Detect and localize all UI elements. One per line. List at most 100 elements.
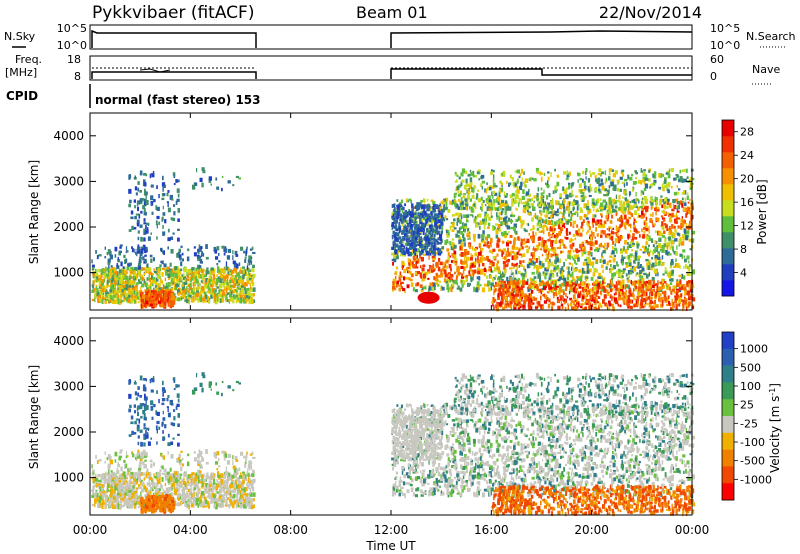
power-cell [569, 239, 572, 243]
power-cell [179, 271, 182, 275]
power-cell [606, 218, 609, 222]
power-cell [576, 206, 579, 211]
power-cell [630, 268, 632, 272]
power-cell [633, 220, 638, 223]
power-cell [598, 224, 602, 228]
power-cell [170, 279, 173, 283]
power-cell [416, 254, 418, 259]
power-cell [436, 225, 439, 228]
power-cell [426, 208, 430, 212]
power-cell [461, 273, 464, 277]
power-cell [242, 270, 245, 274]
power-cell [606, 205, 608, 208]
power-cell [492, 182, 496, 187]
power-cell [626, 277, 629, 281]
power-cell [554, 265, 558, 271]
power-cell [512, 266, 515, 269]
power-cell [410, 263, 414, 266]
power-cell [613, 247, 618, 251]
power-cell [581, 251, 584, 257]
power-cell [643, 247, 646, 252]
power-cell [550, 205, 553, 211]
power-cell [423, 286, 427, 290]
power-cell [511, 211, 513, 216]
power-cell [511, 201, 514, 207]
power-cell [626, 199, 630, 205]
power-cell [476, 259, 480, 264]
power-cell [518, 200, 520, 205]
power-cell [95, 278, 98, 282]
power-cell [163, 263, 167, 268]
power-cell [183, 281, 187, 285]
power-cell [673, 191, 677, 196]
power-cell [571, 182, 575, 185]
power-cell [624, 249, 628, 254]
power-cell [649, 220, 652, 223]
power-cell [618, 293, 621, 298]
power-cell [472, 261, 475, 264]
power-cell [645, 247, 649, 252]
power-cell [533, 236, 535, 240]
power-cell [143, 237, 146, 242]
power-cell [495, 229, 499, 234]
power-cell [235, 279, 239, 284]
power-cell [249, 272, 251, 277]
power-cell [419, 241, 422, 246]
power-cell [510, 276, 512, 282]
power-cell [608, 176, 611, 181]
power-cell [550, 240, 554, 243]
power-cell [169, 196, 172, 200]
power-cell [153, 287, 155, 291]
power-cell [645, 205, 649, 209]
power-cell [540, 266, 544, 269]
power-cell [657, 245, 660, 248]
power-cell [517, 236, 519, 241]
power-cell [157, 291, 161, 296]
power-cell [681, 219, 684, 225]
power-cell [220, 282, 224, 285]
power-cell [542, 199, 545, 204]
power-cell [541, 288, 544, 293]
power-cell [446, 233, 448, 238]
power-cell [478, 251, 480, 256]
power-cell [455, 188, 458, 192]
power-cell [621, 169, 625, 173]
power-cell [425, 220, 428, 225]
power-cell [561, 227, 564, 230]
power-cell [477, 198, 481, 203]
power-cell [613, 186, 617, 191]
power-cell [489, 275, 493, 279]
power-cell [137, 200, 140, 205]
power-cell [403, 268, 407, 274]
power-cell [179, 257, 182, 261]
power-cell [415, 266, 419, 269]
power-cell [523, 181, 526, 184]
power-cell [678, 238, 682, 243]
power-cell [661, 204, 664, 209]
power-cell [187, 269, 190, 274]
power-cell [479, 242, 481, 247]
power-cell [169, 268, 172, 272]
nsearch-tick-top: 10^5 [710, 22, 740, 35]
power-cell [95, 287, 99, 293]
power-cell [200, 294, 203, 299]
power-cell [670, 278, 674, 282]
power-cell [156, 294, 159, 299]
power-cell [594, 186, 598, 192]
power-cell [610, 181, 614, 187]
power-cell [154, 287, 159, 292]
power-cell [221, 175, 224, 178]
power-cell [185, 295, 188, 299]
power-cell [589, 261, 592, 266]
power-cell [584, 185, 587, 191]
power-cell [439, 280, 441, 283]
power-cell [617, 240, 621, 244]
power-cell [137, 265, 141, 270]
power-cell [676, 263, 680, 268]
power-cell [520, 220, 524, 226]
power-cell [207, 290, 210, 293]
power-cell [137, 236, 140, 241]
power-cell [180, 297, 183, 301]
power-cell [220, 295, 223, 300]
power-cell [146, 277, 148, 282]
